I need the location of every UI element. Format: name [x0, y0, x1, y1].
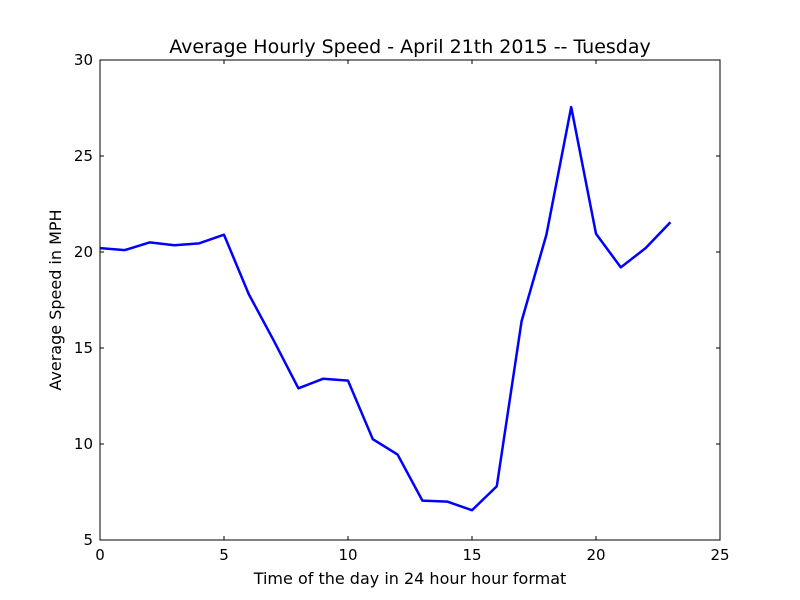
x-tick-label: 10	[338, 546, 357, 564]
x-tick-label: 5	[219, 546, 229, 564]
y-tick-label: 10	[74, 435, 93, 453]
y-tick-label: 20	[74, 243, 93, 261]
y-axis-label: Average Speed in MPH	[46, 209, 65, 390]
x-axis-label: Time of the day in 24 hour hour format	[253, 569, 567, 588]
y-tick-label: 5	[83, 531, 93, 549]
plot-frame	[99, 59, 721, 541]
y-tick-label: 15	[74, 339, 93, 357]
x-tick-label: 20	[586, 546, 605, 564]
y-tick-label: 25	[74, 147, 93, 165]
chart-title: Average Hourly Speed - April 21th 2015 -…	[169, 36, 651, 58]
series-line	[99, 105, 672, 512]
x-tick-label: 25	[710, 546, 729, 564]
x-tick-label: 15	[462, 546, 481, 564]
y-tick-label: 30	[74, 51, 93, 69]
x-tick-label: 0	[95, 546, 105, 564]
axis-ticks	[99, 59, 721, 541]
plot-area	[99, 105, 672, 512]
